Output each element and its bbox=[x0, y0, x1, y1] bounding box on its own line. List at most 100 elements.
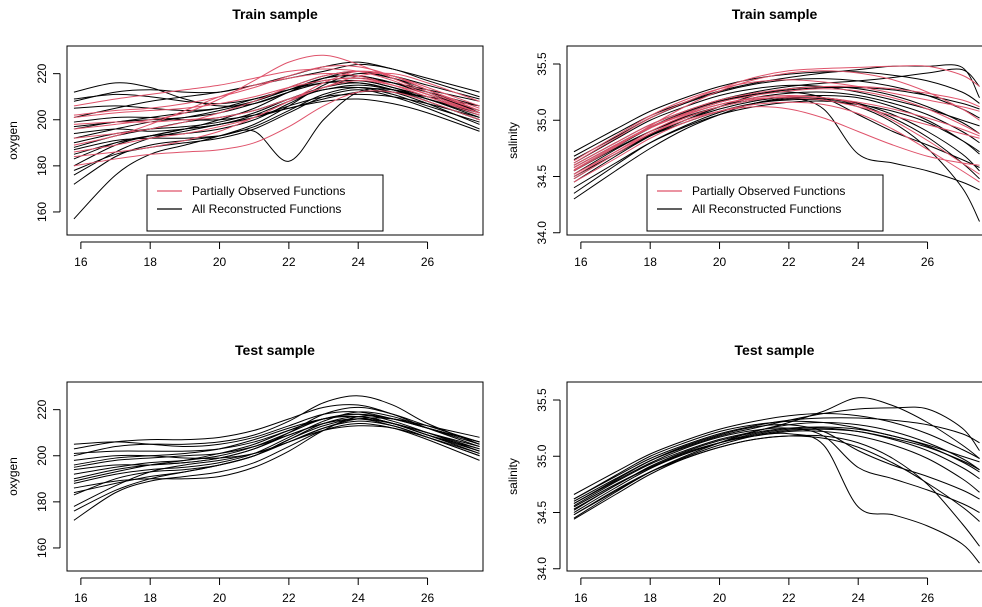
y-tick-label: 35.5 bbox=[535, 388, 549, 412]
legend-box bbox=[646, 174, 884, 232]
x-tick-label: 24 bbox=[852, 255, 866, 269]
reconstructed-curve bbox=[73, 61, 480, 102]
x-tick-label: 18 bbox=[144, 591, 158, 605]
reconstructed-curve bbox=[73, 86, 480, 167]
observed-curve bbox=[73, 72, 480, 125]
y-tick-label: 35.0 bbox=[535, 108, 549, 132]
reconstructed-curve bbox=[573, 434, 980, 547]
observed-curve bbox=[573, 79, 980, 162]
legend-box bbox=[146, 174, 384, 232]
x-tick-label: 26 bbox=[921, 591, 935, 605]
x-tick-label: 26 bbox=[921, 255, 935, 269]
reconstructed-curve bbox=[573, 397, 980, 507]
x-tick-label: 20 bbox=[713, 591, 727, 605]
reconstructed-curve bbox=[573, 71, 980, 153]
reconstructed-curve bbox=[73, 420, 480, 512]
y-axis-label: oxygen bbox=[6, 457, 20, 496]
plot-frame bbox=[66, 381, 484, 572]
observed-curve bbox=[73, 54, 480, 130]
y-tick-label: 35.0 bbox=[535, 444, 549, 468]
curves bbox=[573, 64, 980, 222]
x-tick-label: 16 bbox=[74, 591, 88, 605]
reconstructed-curve bbox=[573, 427, 980, 513]
x-axis: 16 18 20 22 24 26 bbox=[74, 241, 435, 269]
y-tick-label: 220 bbox=[35, 63, 49, 83]
legend-label: All Reconstructed Functions bbox=[692, 202, 841, 216]
observed-curve bbox=[73, 65, 480, 116]
x-tick-label: 24 bbox=[352, 255, 366, 269]
y-tick-label: 220 bbox=[35, 399, 49, 419]
y-tick-label: 34.0 bbox=[535, 221, 549, 245]
x-axis: 16 18 20 22 24 26 bbox=[574, 577, 935, 605]
y-axis: 160 180 200 220 bbox=[35, 63, 61, 222]
panel-train-salinity: Train sample salinity 16 18 20 22 24 26 34.0 34.5… bbox=[506, 6, 982, 269]
x-tick-label: 22 bbox=[282, 255, 296, 269]
y-tick-label: 200 bbox=[35, 445, 49, 465]
reconstructed-curve bbox=[573, 68, 980, 166]
y-axis: 34.0 34.5 35.0 35.5 bbox=[535, 388, 561, 581]
legend-label: All Reconstructed Functions bbox=[192, 202, 341, 216]
observed-curve bbox=[573, 85, 980, 166]
y-tick-label: 200 bbox=[35, 109, 49, 129]
x-tick-label: 16 bbox=[574, 255, 588, 269]
x-tick-label: 20 bbox=[213, 591, 227, 605]
y-tick-label: 180 bbox=[35, 492, 49, 512]
x-tick-label: 18 bbox=[144, 255, 158, 269]
observed-curve bbox=[573, 97, 980, 171]
curves bbox=[73, 395, 480, 521]
legend-label: Partially Observed Functions bbox=[692, 184, 845, 198]
x-tick-label: 26 bbox=[421, 255, 435, 269]
x-tick-label: 18 bbox=[644, 591, 658, 605]
reconstructed-curve bbox=[573, 98, 980, 222]
plot-frame bbox=[66, 45, 484, 236]
y-axis: 160 180 200 220 bbox=[35, 399, 61, 558]
observed-curve bbox=[73, 90, 480, 167]
reconstructed-curve bbox=[573, 435, 980, 522]
y-axis-label: oxygen bbox=[6, 121, 20, 160]
reconstructed-curve bbox=[73, 413, 480, 454]
x-tick-label: 24 bbox=[852, 591, 866, 605]
x-tick-label: 16 bbox=[74, 255, 88, 269]
panel-train-oxygen: Train sample oxygen 16 18 20 22 24 26 160 180 200 2… bbox=[6, 6, 484, 269]
y-axis-label: salinity bbox=[506, 458, 520, 495]
reconstructed-curve bbox=[573, 424, 980, 504]
legend: Partially Observed Functions All Reconstr… bbox=[146, 174, 384, 232]
chart-title: Train sample bbox=[232, 6, 318, 22]
reconstructed-curve bbox=[73, 395, 480, 457]
reconstructed-curve bbox=[73, 406, 480, 471]
legend: Partially Observed Functions All Reconstr… bbox=[646, 174, 884, 232]
reconstructed-curve bbox=[573, 430, 980, 516]
x-tick-label: 26 bbox=[421, 591, 435, 605]
reconstructed-curve bbox=[573, 428, 980, 513]
observed-curve bbox=[573, 96, 980, 180]
observed-curve bbox=[573, 94, 980, 177]
reconstructed-curve bbox=[73, 418, 480, 468]
plot-frame bbox=[566, 45, 982, 236]
x-tick-label: 18 bbox=[644, 255, 658, 269]
reconstructed-curve bbox=[573, 94, 980, 180]
panel-test-oxygen: Test sample oxygen 16 18 20 22 24 26 160 180 200 22… bbox=[6, 342, 484, 605]
x-tick-label: 20 bbox=[213, 255, 227, 269]
y-tick-label: 35.5 bbox=[535, 52, 549, 76]
reconstructed-curve bbox=[73, 413, 480, 475]
reconstructed-curve bbox=[573, 97, 980, 194]
x-axis: 16 18 20 22 24 26 bbox=[74, 577, 435, 605]
y-tick-label: 160 bbox=[35, 202, 49, 222]
reconstructed-curve bbox=[73, 411, 480, 484]
y-tick-label: 34.0 bbox=[535, 557, 549, 581]
x-tick-label: 20 bbox=[713, 255, 727, 269]
reconstructed-curve bbox=[73, 404, 480, 450]
observed-curve bbox=[573, 101, 980, 183]
x-axis: 16 18 20 22 24 26 bbox=[574, 241, 935, 269]
chart-title: Test sample bbox=[735, 342, 815, 358]
chart-title: Train sample bbox=[732, 6, 818, 22]
y-tick-label: 34.5 bbox=[535, 500, 549, 524]
reconstructed-curve bbox=[573, 412, 980, 495]
y-tick-label: 34.5 bbox=[535, 164, 549, 188]
y-tick-label: 180 bbox=[35, 156, 49, 176]
x-tick-label: 24 bbox=[352, 591, 366, 605]
y-axis: 34.0 34.5 35.0 35.5 bbox=[535, 52, 561, 245]
x-tick-label: 22 bbox=[782, 255, 796, 269]
legend-label: Partially Observed Functions bbox=[192, 184, 345, 198]
